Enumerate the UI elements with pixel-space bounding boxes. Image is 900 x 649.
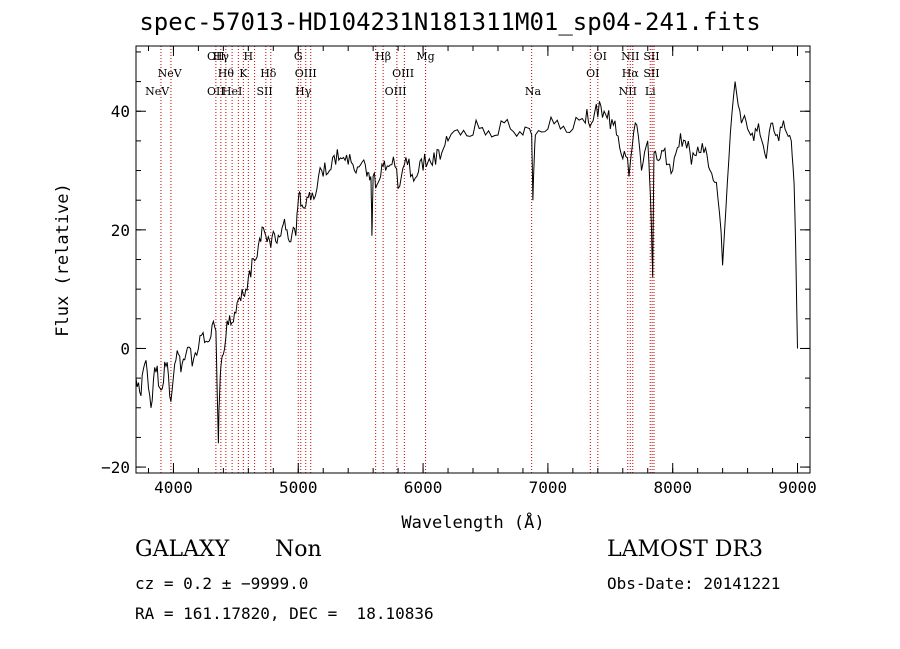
line-label: OIII — [392, 67, 414, 80]
line-label: Mg — [416, 50, 434, 63]
line-label: OII — [207, 85, 225, 98]
line-label: H — [244, 50, 254, 63]
y-axis-label: Flux (relative) — [53, 183, 73, 337]
y-tick-label: 0 — [120, 339, 130, 358]
line-label: K — [239, 67, 248, 80]
spectrum-series — [135, 81, 798, 444]
y-tick-label: 20 — [111, 221, 130, 240]
x-tick-label: 6000 — [404, 478, 443, 497]
line-label: Na — [525, 85, 542, 98]
line-label: OII — [207, 50, 225, 63]
coordinates: RA = 161.17820, DEC = 18.10836 — [135, 604, 434, 623]
y-tick-label: 40 — [111, 102, 130, 121]
chart-title: spec-57013-HD104231N181311M01_sp04-241.f… — [139, 8, 761, 36]
line-label: NII — [621, 50, 639, 63]
object-subclass: Non — [275, 537, 322, 562]
line-label: Hγ — [213, 50, 230, 63]
redshift-cz: cz = 0.2 ± −9999.0 — [135, 574, 309, 593]
x-tick-label: 5000 — [279, 478, 318, 497]
obs-date: Obs-Date: 20141221 — [607, 574, 781, 593]
x-axis-label: Wavelength (Å) — [401, 511, 544, 533]
line-label: Li — [645, 85, 656, 98]
survey-name: LAMOST DR3 — [607, 537, 763, 562]
line-markers — [160, 46, 655, 473]
line-label: HeI — [222, 85, 242, 98]
x-tick-label: 4000 — [154, 478, 193, 497]
y-axis: −20 0 20 40 — [101, 51, 810, 477]
x-tick-label: 9000 — [778, 478, 817, 497]
plot-frame — [135, 45, 811, 474]
line-label: Hγ — [295, 85, 312, 98]
line-label: OI — [594, 50, 607, 63]
object-type: GALAXY — [135, 537, 230, 562]
x-tick-label: 7000 — [529, 478, 568, 497]
line-label: NII — [619, 85, 637, 98]
line-label: G — [294, 50, 303, 63]
line-label: Hα — [622, 67, 640, 80]
x-axis: 4000 5000 6000 7000 8000 9000 — [147, 46, 817, 497]
line-label: Hβ — [375, 50, 391, 63]
line-label: NeV — [158, 67, 183, 80]
line-label: OI — [586, 67, 599, 80]
line-label: SII — [256, 85, 272, 98]
line-label: Hδ — [260, 67, 277, 80]
line-label: Hθ — [218, 67, 235, 80]
line-label: OIII — [385, 85, 407, 98]
line-label: SII — [643, 67, 659, 80]
x-tick-label: 8000 — [653, 478, 692, 497]
spectrum-line — [135, 81, 798, 444]
line-label: OIII — [295, 67, 317, 80]
y-tick-label: −20 — [101, 458, 130, 477]
line-label: NeV — [145, 85, 170, 98]
line-label: SII — [643, 50, 659, 63]
